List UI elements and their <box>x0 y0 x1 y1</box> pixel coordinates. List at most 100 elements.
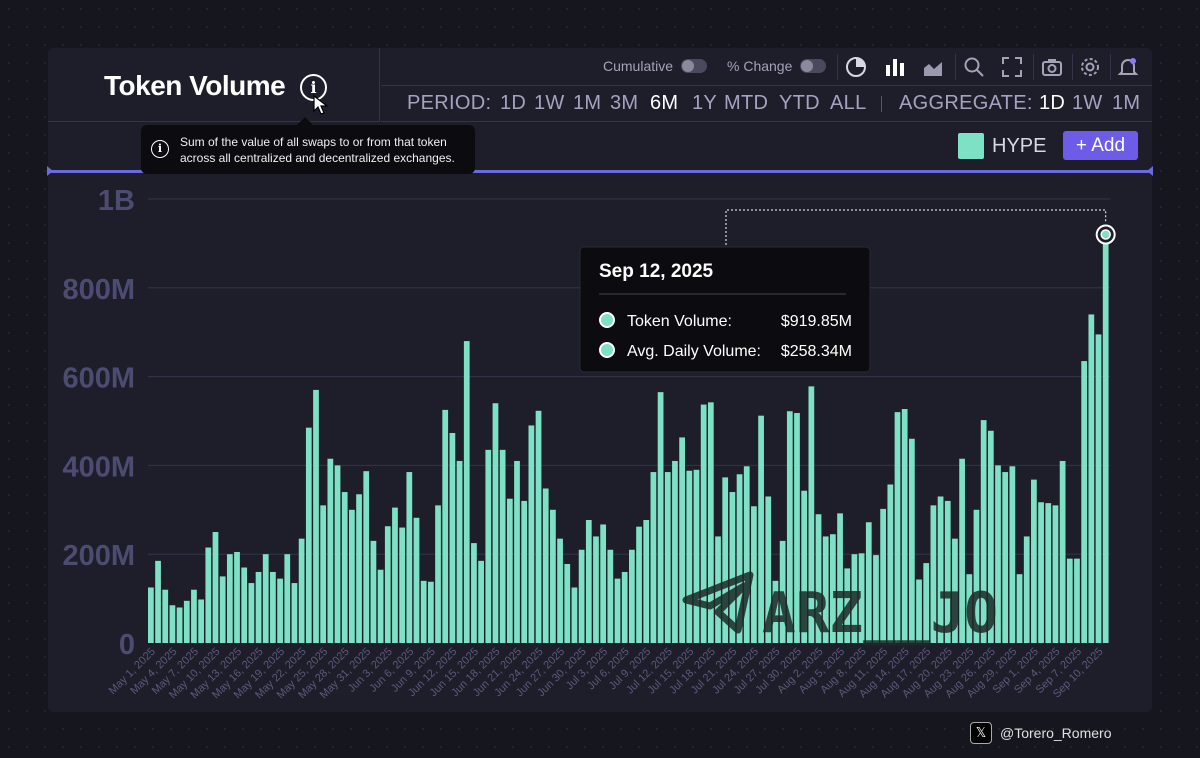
bar <box>1059 460 1066 643</box>
bar <box>1052 505 1059 643</box>
credit: 𝕏 @Torero_Romero <box>970 722 1111 744</box>
bar <box>901 409 908 643</box>
bar <box>198 599 204 643</box>
aggregate-1d[interactable]: 1D <box>1039 92 1066 114</box>
bar <box>700 404 707 643</box>
period-mtd[interactable]: MTD <box>724 92 769 114</box>
bar <box>629 549 635 643</box>
bar <box>1066 558 1073 643</box>
bar <box>341 492 348 643</box>
tooltip-series-dot <box>599 312 615 328</box>
bar <box>801 490 808 643</box>
legend-swatch[interactable] <box>958 133 984 159</box>
zoom-icon[interactable] <box>963 56 985 78</box>
bar <box>183 600 190 643</box>
bar <box>1031 479 1037 643</box>
period-3m[interactable]: 3M <box>610 92 639 114</box>
period-1d[interactable]: 1D <box>500 92 527 114</box>
y-tick-label: 1B <box>98 185 135 217</box>
bar <box>463 341 470 643</box>
tooltip-series-dot <box>599 342 615 358</box>
bar <box>176 607 183 643</box>
bar <box>815 514 822 643</box>
bar <box>148 587 154 643</box>
bar <box>420 580 427 643</box>
camera-icon[interactable] <box>1041 56 1063 78</box>
y-tick-label: 0 <box>119 629 135 661</box>
pie-chart-icon[interactable] <box>845 56 867 78</box>
bar-chart-icon[interactable] <box>884 56 906 78</box>
bar <box>873 555 879 643</box>
tooltip-bg <box>579 246 871 373</box>
period-6m[interactable]: 6M <box>650 92 679 114</box>
bar <box>492 403 499 643</box>
range-slider-track[interactable] <box>48 170 1152 173</box>
y-tick-label: 400M <box>62 451 135 483</box>
bar <box>944 500 951 643</box>
bar <box>636 526 642 643</box>
settings-icon[interactable] <box>1079 56 1101 78</box>
tooltip-row-value: $919.85M <box>781 313 852 330</box>
bar <box>284 554 291 643</box>
bar <box>614 578 621 643</box>
bar <box>937 496 944 643</box>
bar <box>844 568 851 643</box>
pct-change-toggle[interactable]: % Change <box>727 58 827 74</box>
bar <box>485 449 492 643</box>
bar <box>664 472 671 643</box>
aggregate-1m[interactable]: 1M <box>1112 92 1141 114</box>
chart-toolbar: Cumulative % Change <box>381 48 1152 86</box>
bar <box>255 571 262 643</box>
credit-handle: @Torero_Romero <box>1000 725 1112 741</box>
bar <box>456 460 463 643</box>
bar <box>736 474 743 643</box>
bar <box>686 470 693 643</box>
area-chart-icon[interactable] <box>922 56 944 78</box>
bar <box>377 569 384 643</box>
bar <box>786 411 793 643</box>
bar <box>406 472 413 643</box>
range-handle-left[interactable] <box>47 166 53 176</box>
period-1w[interactable]: 1W <box>534 92 565 114</box>
cumulative-switch[interactable] <box>681 59 708 73</box>
bar <box>1074 558 1080 643</box>
aggregate-1w[interactable]: 1W <box>1072 92 1103 114</box>
bar <box>672 460 678 643</box>
hover-marker-dot <box>1100 229 1111 240</box>
legend-label[interactable]: HYPE <box>992 135 1047 157</box>
bar <box>248 583 255 643</box>
period-1y[interactable]: 1Y <box>692 92 718 114</box>
x-logo-icon: 𝕏 <box>970 722 992 744</box>
bar <box>313 389 319 643</box>
period-ytd[interactable]: YTD <box>779 92 820 114</box>
range-handle-right[interactable] <box>1147 166 1153 176</box>
bar <box>427 581 434 643</box>
period-1m[interactable]: 1M <box>573 92 602 114</box>
bar <box>1016 574 1023 643</box>
y-tick-label: 800M <box>62 274 135 306</box>
cumulative-toggle[interactable]: Cumulative <box>603 58 708 74</box>
bar <box>621 571 628 643</box>
bar <box>550 509 556 643</box>
bar <box>514 460 520 643</box>
bar <box>923 563 930 643</box>
bell-icon[interactable] <box>1117 56 1139 78</box>
bar <box>205 547 212 643</box>
tooltip-row-label: Avg. Daily Volume: <box>627 343 761 360</box>
bar <box>966 574 973 643</box>
info-tooltip-text: Sum of the value of all swaps to or from… <box>180 135 455 165</box>
bar <box>442 409 449 643</box>
bar <box>521 500 528 643</box>
period-all[interactable]: ALL <box>830 92 867 114</box>
bar <box>952 538 958 643</box>
bar <box>851 554 858 643</box>
bar <box>880 508 887 643</box>
fullscreen-icon[interactable] <box>1001 56 1023 78</box>
bar <box>535 410 542 643</box>
bar <box>1038 502 1044 643</box>
bar <box>980 420 987 643</box>
pct-change-switch[interactable] <box>800 59 827 73</box>
bar <box>262 554 269 643</box>
add-series-button[interactable]: + Add <box>1063 131 1138 160</box>
